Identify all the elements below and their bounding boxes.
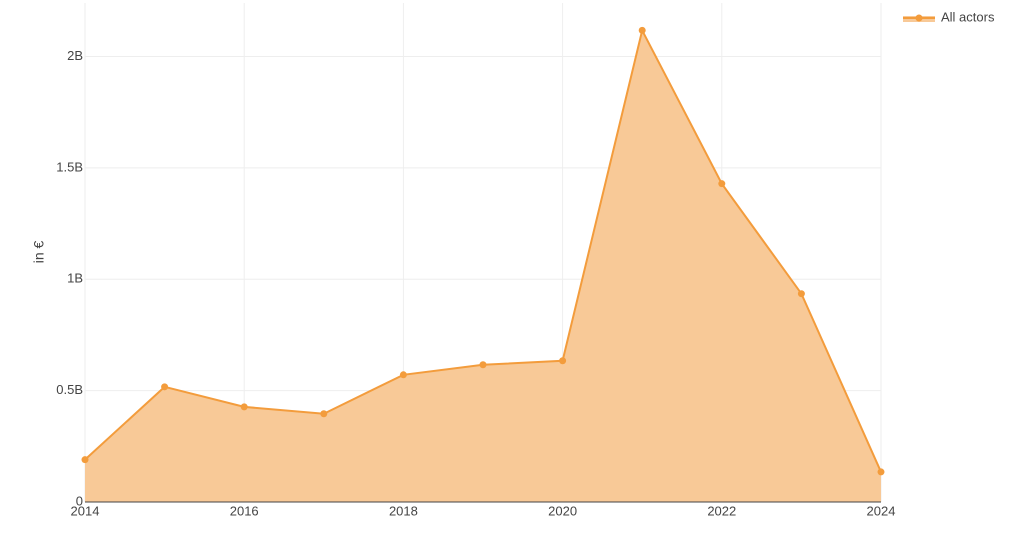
marker	[559, 357, 567, 365]
y-tick-label: 1B	[67, 271, 83, 286]
marker	[81, 456, 89, 464]
legend-label: All actors	[941, 9, 995, 24]
x-tick-label: 2016	[230, 503, 259, 518]
marker	[638, 26, 646, 34]
marker	[718, 180, 726, 188]
y-tick-label: 0.5B	[56, 382, 83, 397]
legend-marker	[915, 14, 923, 22]
x-tick-label: 2014	[71, 503, 100, 518]
marker	[320, 410, 328, 418]
x-tick-label: 2018	[389, 503, 418, 518]
y-tick-label: 0	[76, 493, 83, 508]
x-tick-label: 2024	[867, 503, 896, 518]
y-tick-label: 2B	[67, 48, 83, 63]
marker	[240, 403, 248, 411]
marker	[479, 361, 487, 369]
marker	[797, 290, 805, 298]
x-tick-label: 2022	[707, 503, 736, 518]
y-axis-title: in €	[31, 241, 47, 264]
y-tick-label: 1.5B	[56, 159, 83, 174]
marker	[161, 383, 169, 391]
x-tick-label: 2020	[548, 503, 577, 518]
marker	[399, 371, 407, 379]
marker	[877, 468, 885, 476]
area-fill	[85, 30, 881, 502]
